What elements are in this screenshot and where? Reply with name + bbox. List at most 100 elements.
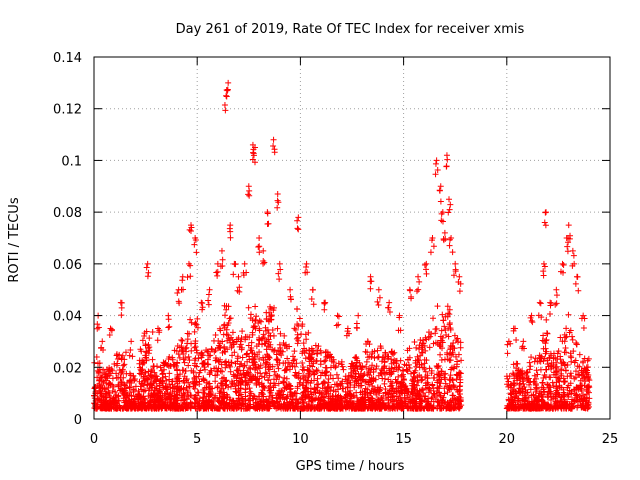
data-point: [112, 404, 119, 411]
data-point: [579, 397, 586, 404]
data-point: [301, 349, 308, 356]
data-point: [387, 383, 394, 390]
data-point: [314, 375, 321, 382]
data-point: [330, 359, 337, 366]
data-point: [515, 367, 522, 374]
data-point: [252, 361, 259, 368]
data-point: [212, 332, 219, 339]
data-point: [524, 375, 531, 382]
data-point: [234, 367, 241, 374]
data-point: [198, 351, 205, 358]
data-point: [531, 396, 538, 403]
data-point: [302, 355, 309, 362]
data-point: [333, 371, 340, 378]
data-point: [300, 376, 307, 383]
data-point: [205, 405, 212, 412]
data-point: [429, 382, 436, 389]
data-point: [256, 243, 263, 250]
data-point: [270, 376, 277, 383]
data-point: [425, 389, 432, 396]
data-point: [562, 334, 569, 341]
data-point: [457, 383, 464, 390]
data-point: [122, 349, 129, 356]
data-point: [236, 363, 243, 370]
data-point: [553, 391, 560, 398]
data-point: [447, 201, 454, 208]
data-point: [564, 243, 571, 250]
x-tick-label: 25: [602, 432, 619, 447]
data-point: [182, 345, 189, 352]
data-point: [375, 372, 382, 379]
data-point: [157, 392, 164, 399]
data-point: [301, 345, 308, 352]
data-point: [425, 395, 432, 402]
data-point: [446, 242, 453, 249]
data-point: [430, 243, 437, 250]
data-point: [180, 356, 187, 363]
data-point: [508, 405, 515, 412]
data-point: [201, 385, 208, 392]
data-point: [274, 389, 281, 396]
data-point: [295, 214, 302, 221]
data-point: [220, 331, 227, 338]
data-point: [517, 380, 524, 387]
data-point: [338, 395, 345, 402]
data-point: [103, 373, 110, 380]
data-point: [219, 393, 226, 400]
data-point: [299, 360, 306, 367]
data-point: [555, 404, 562, 411]
data-point: [223, 377, 230, 384]
data-point: [541, 263, 548, 270]
data-point: [341, 401, 348, 408]
data-point: [139, 337, 146, 344]
data-point: [568, 372, 575, 379]
data-point: [121, 361, 128, 368]
data-point: [192, 393, 199, 400]
data-point: [353, 389, 360, 396]
data-point: [450, 383, 457, 390]
data-point: [106, 404, 113, 411]
data-point: [175, 298, 182, 305]
data-point: [145, 269, 152, 276]
data-point: [162, 382, 169, 389]
data-point: [558, 360, 565, 367]
data-point: [358, 366, 365, 373]
data-point: [408, 388, 415, 395]
data-point: [301, 385, 308, 392]
data-point: [507, 340, 514, 347]
data-point: [407, 287, 414, 294]
data-point: [299, 390, 306, 397]
data-point: [259, 391, 266, 398]
data-point: [408, 293, 415, 300]
data-point: [239, 354, 246, 361]
data-point: [245, 304, 252, 311]
data-point: [401, 394, 408, 401]
data-point: [232, 261, 239, 268]
data-point: [567, 350, 574, 357]
data-point: [444, 303, 451, 310]
data-point: [103, 390, 110, 397]
data-point: [236, 288, 243, 295]
data-point: [219, 338, 226, 345]
data-point: [416, 387, 423, 394]
data-point: [215, 365, 222, 372]
data-point: [241, 363, 248, 370]
data-point: [380, 354, 387, 361]
data-point: [373, 363, 380, 370]
data-point: [321, 306, 328, 313]
data-point: [374, 347, 381, 354]
data-point: [195, 373, 202, 380]
data-point: [543, 316, 550, 323]
data-point: [392, 358, 399, 365]
data-point: [411, 386, 418, 393]
data-point: [186, 357, 193, 364]
data-point: [99, 338, 106, 345]
data-point: [188, 367, 195, 374]
data-point: [270, 347, 277, 354]
data-point: [434, 365, 441, 372]
data-point: [335, 375, 342, 382]
data-point: [181, 396, 188, 403]
data-point: [297, 375, 304, 382]
data-point: [178, 336, 185, 343]
data-point: [566, 235, 573, 242]
